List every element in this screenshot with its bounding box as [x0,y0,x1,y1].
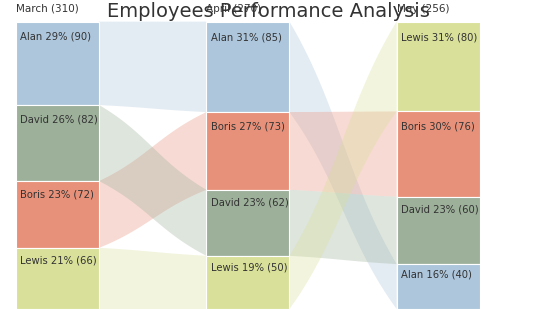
Text: May (256): May (256) [397,4,449,14]
Polygon shape [99,105,206,256]
Text: March (310): March (310) [16,4,79,14]
FancyBboxPatch shape [206,190,289,256]
FancyBboxPatch shape [397,197,480,264]
Text: Lewis 31% (80): Lewis 31% (80) [401,32,477,42]
Text: David 23% (60): David 23% (60) [401,205,479,215]
FancyBboxPatch shape [397,264,480,309]
Text: David 26% (82): David 26% (82) [20,114,98,124]
Polygon shape [289,22,397,309]
FancyBboxPatch shape [16,181,99,248]
Text: Alan 31% (85): Alan 31% (85) [211,32,281,42]
Polygon shape [289,190,397,264]
Text: Employees Performance Analysis: Employees Performance Analysis [107,2,429,20]
FancyBboxPatch shape [16,22,99,105]
FancyBboxPatch shape [397,112,480,197]
Polygon shape [99,112,206,248]
Text: Boris 30% (76): Boris 30% (76) [401,122,475,132]
FancyBboxPatch shape [206,112,289,190]
Polygon shape [289,22,397,309]
Polygon shape [289,112,397,197]
FancyBboxPatch shape [16,105,99,181]
Text: Alan 16% (40): Alan 16% (40) [401,269,472,279]
Polygon shape [99,248,206,309]
Text: Boris 27% (73): Boris 27% (73) [211,121,285,131]
Polygon shape [99,22,206,112]
FancyBboxPatch shape [397,22,480,112]
FancyBboxPatch shape [206,22,289,112]
FancyBboxPatch shape [206,256,289,309]
Text: Alan 29% (90): Alan 29% (90) [20,32,91,42]
Text: Lewis 21% (66): Lewis 21% (66) [20,255,97,265]
Text: Lewis 19% (50): Lewis 19% (50) [211,262,287,272]
Text: David 23% (62): David 23% (62) [211,198,288,208]
FancyBboxPatch shape [16,248,99,309]
Text: Boris 23% (72): Boris 23% (72) [20,189,94,199]
Text: April (270): April (270) [206,4,262,14]
